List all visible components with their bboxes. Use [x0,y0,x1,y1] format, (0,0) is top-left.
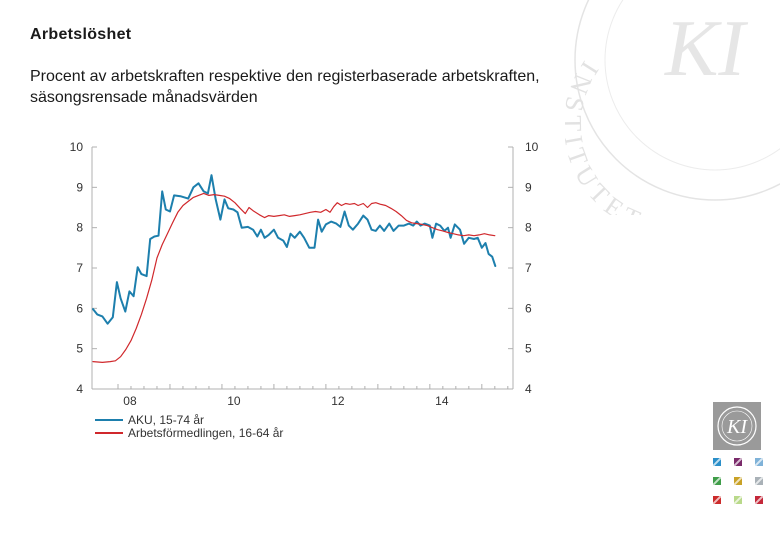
ki-logo: KI [713,402,761,450]
y-tick-label-right: 7 [525,261,532,275]
logo-monogram: KI [726,416,748,438]
color-swatch [734,458,742,466]
x-tick-label: 10 [227,394,241,408]
color-swatch [734,477,742,485]
series-line-arbetsformedlingen [92,192,496,363]
y-tick-label-left: 6 [76,301,83,315]
y-tick-label-left: 7 [76,261,83,275]
color-swatch [755,477,763,485]
x-tick-label: 12 [331,394,345,408]
chart-subtitle: Procent av arbetskraften respektive den … [30,68,540,106]
x-tick-label: 14 [435,394,449,408]
series-line-aku [92,174,497,325]
legend-label: Arbetsförmedlingen, 16-64 år [128,426,283,440]
color-swatch [755,496,763,504]
chart-series [92,174,497,363]
y-tick-label-left: 8 [76,221,83,235]
color-swatch-grid [713,458,769,504]
y-tick-label-left: 9 [76,180,83,194]
y-tick-label-left: 5 [76,342,83,356]
y-tick-label-right: 5 [525,342,532,356]
legend-label: AKU, 15-74 år [128,413,204,427]
color-swatch [734,496,742,504]
chart-title: Arbetslöshet [30,26,132,43]
color-swatch [713,477,721,485]
color-swatch [755,458,763,466]
y-tick-label-right: 4 [525,382,532,396]
y-tick-label-right: 8 [525,221,532,235]
y-tick-label-left: 4 [76,382,83,396]
x-tick-label: 08 [123,394,137,408]
color-swatch [713,496,721,504]
y-tick-label-right: 10 [525,140,539,154]
y-tick-label-right: 9 [525,180,532,194]
chart-ticks: 4 4 5 5 6 6 7 7 8 8 9 9 10 10 08 10 12 14 [70,140,539,408]
y-tick-label-right: 6 [525,301,532,315]
y-tick-label-left: 10 [70,140,84,154]
color-swatch [713,458,721,466]
